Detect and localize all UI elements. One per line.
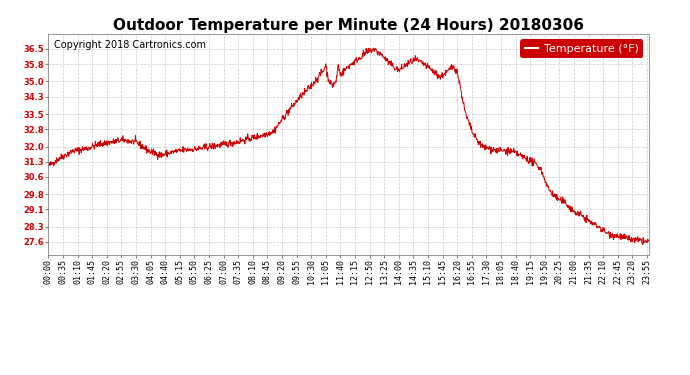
Text: Copyright 2018 Cartronics.com: Copyright 2018 Cartronics.com bbox=[55, 40, 206, 50]
Title: Outdoor Temperature per Minute (24 Hours) 20180306: Outdoor Temperature per Minute (24 Hours… bbox=[113, 18, 584, 33]
Legend: Temperature (°F): Temperature (°F) bbox=[520, 39, 643, 58]
